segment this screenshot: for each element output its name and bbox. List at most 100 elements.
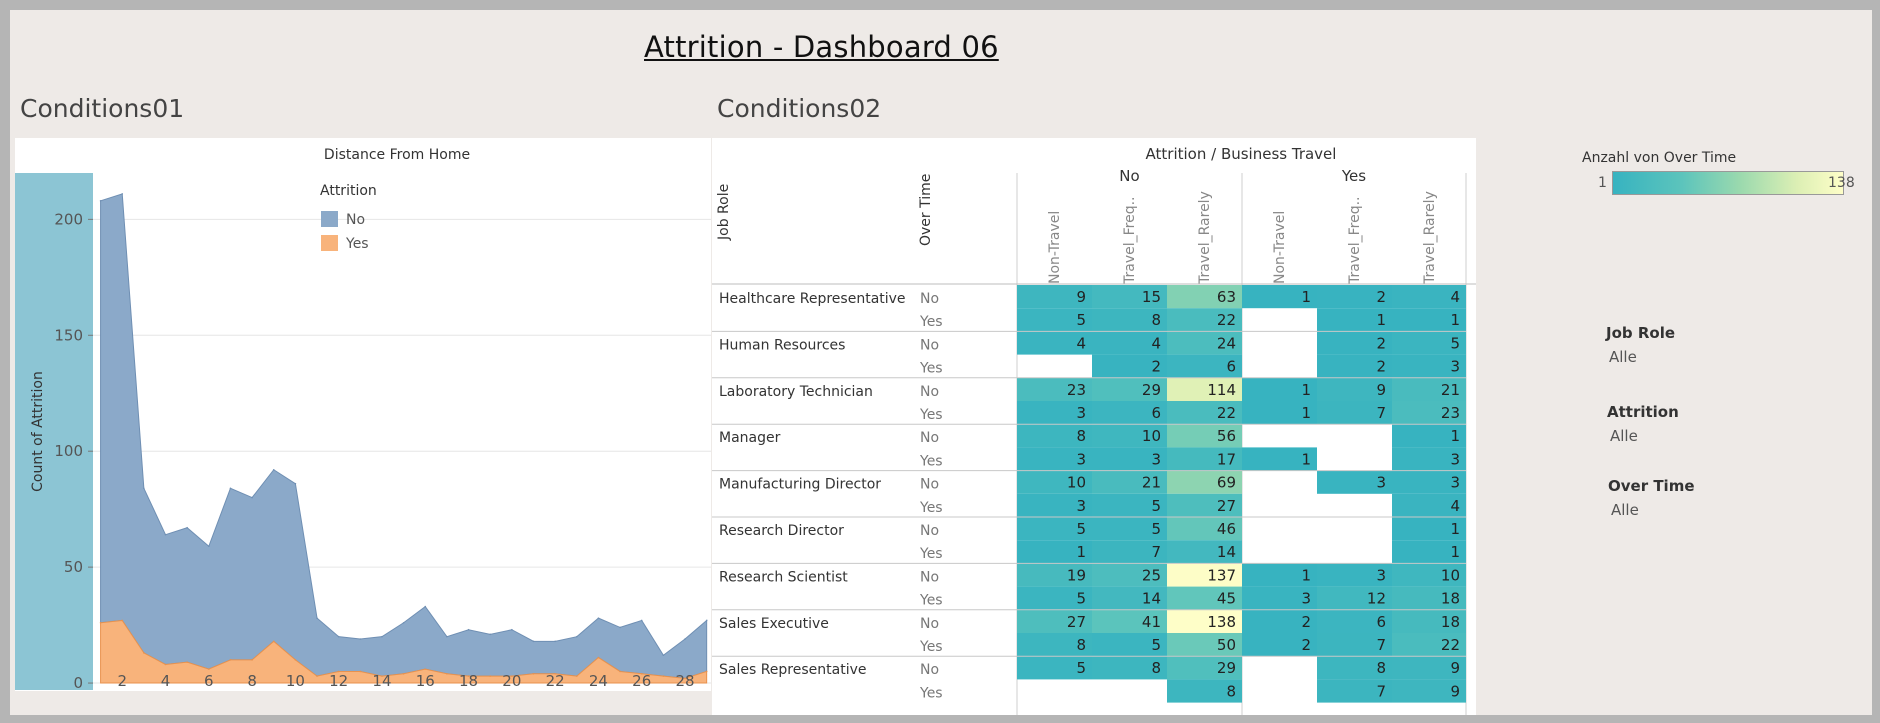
heatmap-cell-label: 1 bbox=[1301, 404, 1311, 422]
row-label-over-time: No bbox=[920, 616, 939, 632]
heatmap-cell bbox=[1092, 470, 1167, 494]
heatmap-cell-label: 5 bbox=[1076, 659, 1086, 677]
row-label-over-time: Yes bbox=[919, 546, 943, 562]
y-tick-label: 150 bbox=[54, 326, 83, 344]
heatmap-cell bbox=[1167, 609, 1242, 633]
heatmap-cell bbox=[1092, 285, 1167, 309]
heatmap-cell bbox=[1242, 633, 1317, 657]
heatmap-cell-label: 1 bbox=[1376, 311, 1386, 329]
heatmap-cell bbox=[1017, 470, 1092, 494]
heatmap-cell-label: 3 bbox=[1076, 404, 1086, 422]
heatmap-cell bbox=[1392, 447, 1466, 471]
heatmap-cell-label: 27 bbox=[1067, 613, 1086, 631]
y-tick-label: 50 bbox=[64, 558, 83, 576]
data-point-no bbox=[424, 605, 427, 608]
heatmap-cell bbox=[1317, 377, 1392, 401]
filter-attrition[interactable]: Attrition Alle bbox=[1607, 403, 1679, 445]
filter-job-role[interactable]: Job Role Alle bbox=[1606, 324, 1675, 366]
x-tick-label: 24 bbox=[589, 672, 608, 690]
data-point-yes bbox=[121, 619, 124, 622]
row-label-job-role: Research Director bbox=[719, 523, 844, 539]
heatmap-cell bbox=[1092, 493, 1167, 517]
filter-value[interactable]: Alle bbox=[1610, 427, 1638, 445]
heatmap-cell-label: 137 bbox=[1207, 566, 1236, 584]
row-label-over-time: Yes bbox=[919, 639, 943, 655]
heatmap-cell-label: 25 bbox=[1142, 566, 1161, 584]
data-point-no bbox=[467, 628, 470, 631]
chart-title: Distance From Home bbox=[324, 147, 470, 163]
heatmap-cell-label: 3 bbox=[1301, 590, 1311, 608]
section-title-conditions02: Conditions02 bbox=[717, 94, 882, 123]
heatmap-cell-label: 4 bbox=[1450, 288, 1460, 306]
heatmap-cell bbox=[1392, 563, 1466, 587]
x-tick-label: 18 bbox=[459, 672, 478, 690]
heatmap-cell-label: 9 bbox=[1076, 288, 1086, 306]
data-point-yes bbox=[229, 659, 232, 661]
heatmap-cell-label: 10 bbox=[1142, 427, 1161, 445]
heatmap-cell bbox=[1092, 517, 1167, 541]
heatmap-cell bbox=[1092, 447, 1167, 471]
data-point-yes bbox=[251, 659, 253, 661]
heatmap-cell-label: 14 bbox=[1142, 590, 1161, 608]
row-label-over-time: Yes bbox=[919, 593, 943, 609]
heatmap-cell-label: 22 bbox=[1441, 636, 1460, 654]
heatmap-cell-label: 12 bbox=[1367, 590, 1386, 608]
data-point-no bbox=[294, 482, 297, 485]
heatmap-cell bbox=[1167, 331, 1242, 355]
data-point-yes bbox=[575, 675, 578, 677]
column-group-label: No bbox=[1119, 167, 1139, 185]
y-tick-label: 200 bbox=[54, 210, 83, 228]
data-point-yes bbox=[316, 675, 318, 677]
heatmap-cell-label: 6 bbox=[1376, 613, 1386, 631]
row-label-over-time: No bbox=[920, 523, 939, 539]
heatmap-cell bbox=[1092, 308, 1167, 332]
heatmap-cell-label: 23 bbox=[1067, 381, 1086, 399]
legend-swatch-yes bbox=[321, 235, 338, 251]
data-point-yes bbox=[489, 675, 492, 677]
row-label-over-time: Yes bbox=[919, 500, 943, 516]
data-point-yes bbox=[164, 663, 167, 666]
heatmap-cell-label: 114 bbox=[1207, 381, 1236, 399]
data-point-no bbox=[619, 626, 621, 629]
heatmap-cell bbox=[1317, 470, 1392, 494]
column-header-label: Travel_Freq.. bbox=[1347, 197, 1363, 286]
heatmap-cell-label: 45 bbox=[1217, 590, 1236, 608]
heatmap-cell-label: 9 bbox=[1376, 381, 1386, 399]
x-tick-label: 22 bbox=[546, 672, 565, 690]
series-no-area bbox=[100, 193, 708, 679]
filter-value[interactable]: Alle bbox=[1611, 501, 1639, 519]
heatmap-cell bbox=[1167, 656, 1242, 680]
heatmap-cell bbox=[1017, 377, 1092, 401]
filter-value[interactable]: Alle bbox=[1609, 348, 1637, 366]
row-label-over-time: Yes bbox=[919, 314, 943, 330]
heatmap-cell-label: 138 bbox=[1207, 613, 1236, 631]
heatmap-cell-label: 1 bbox=[1301, 450, 1311, 468]
heatmap-cell bbox=[1317, 633, 1392, 657]
heatmap-cell-label: 5 bbox=[1450, 334, 1460, 352]
column-header-label: Travel_Rarely bbox=[1422, 191, 1438, 285]
heatmap-cell bbox=[1167, 540, 1242, 564]
data-point-no bbox=[446, 635, 448, 638]
heatmap-cell bbox=[1242, 285, 1317, 309]
heatmap-cell bbox=[1017, 447, 1092, 471]
heatmap-panel[interactable]: Attrition / Business Travel Job Role Over … bbox=[712, 138, 1476, 715]
heatmap-cell bbox=[1017, 586, 1092, 610]
heatmap-table: Attrition / Business Travel Job Role Over … bbox=[712, 145, 1476, 715]
heatmap-cell-label: 10 bbox=[1441, 566, 1460, 584]
area-chart-panel[interactable]: Distance From Home 0 50 100 150 200 Count of A… bbox=[15, 138, 711, 691]
filter-over-time[interactable]: Over Time Alle bbox=[1608, 477, 1695, 519]
heatmap-cell-label: 1 bbox=[1450, 543, 1460, 561]
data-point-no bbox=[684, 638, 686, 640]
data-point-no bbox=[99, 200, 102, 202]
data-point-yes bbox=[554, 672, 556, 675]
column-header-label: Non-Travel bbox=[1272, 211, 1288, 284]
data-point-yes bbox=[705, 670, 708, 673]
heatmap-cell bbox=[1392, 308, 1466, 332]
heatmap-cell bbox=[1242, 377, 1317, 401]
legend-label-yes: Yes bbox=[345, 236, 369, 252]
heatmap-cell bbox=[1392, 377, 1466, 401]
heatmap-cell-label: 7 bbox=[1376, 404, 1386, 422]
heatmap-cell-label: 8 bbox=[1151, 659, 1161, 677]
heatmap-cell-label: 4 bbox=[1450, 497, 1460, 515]
data-point-no bbox=[532, 640, 535, 643]
